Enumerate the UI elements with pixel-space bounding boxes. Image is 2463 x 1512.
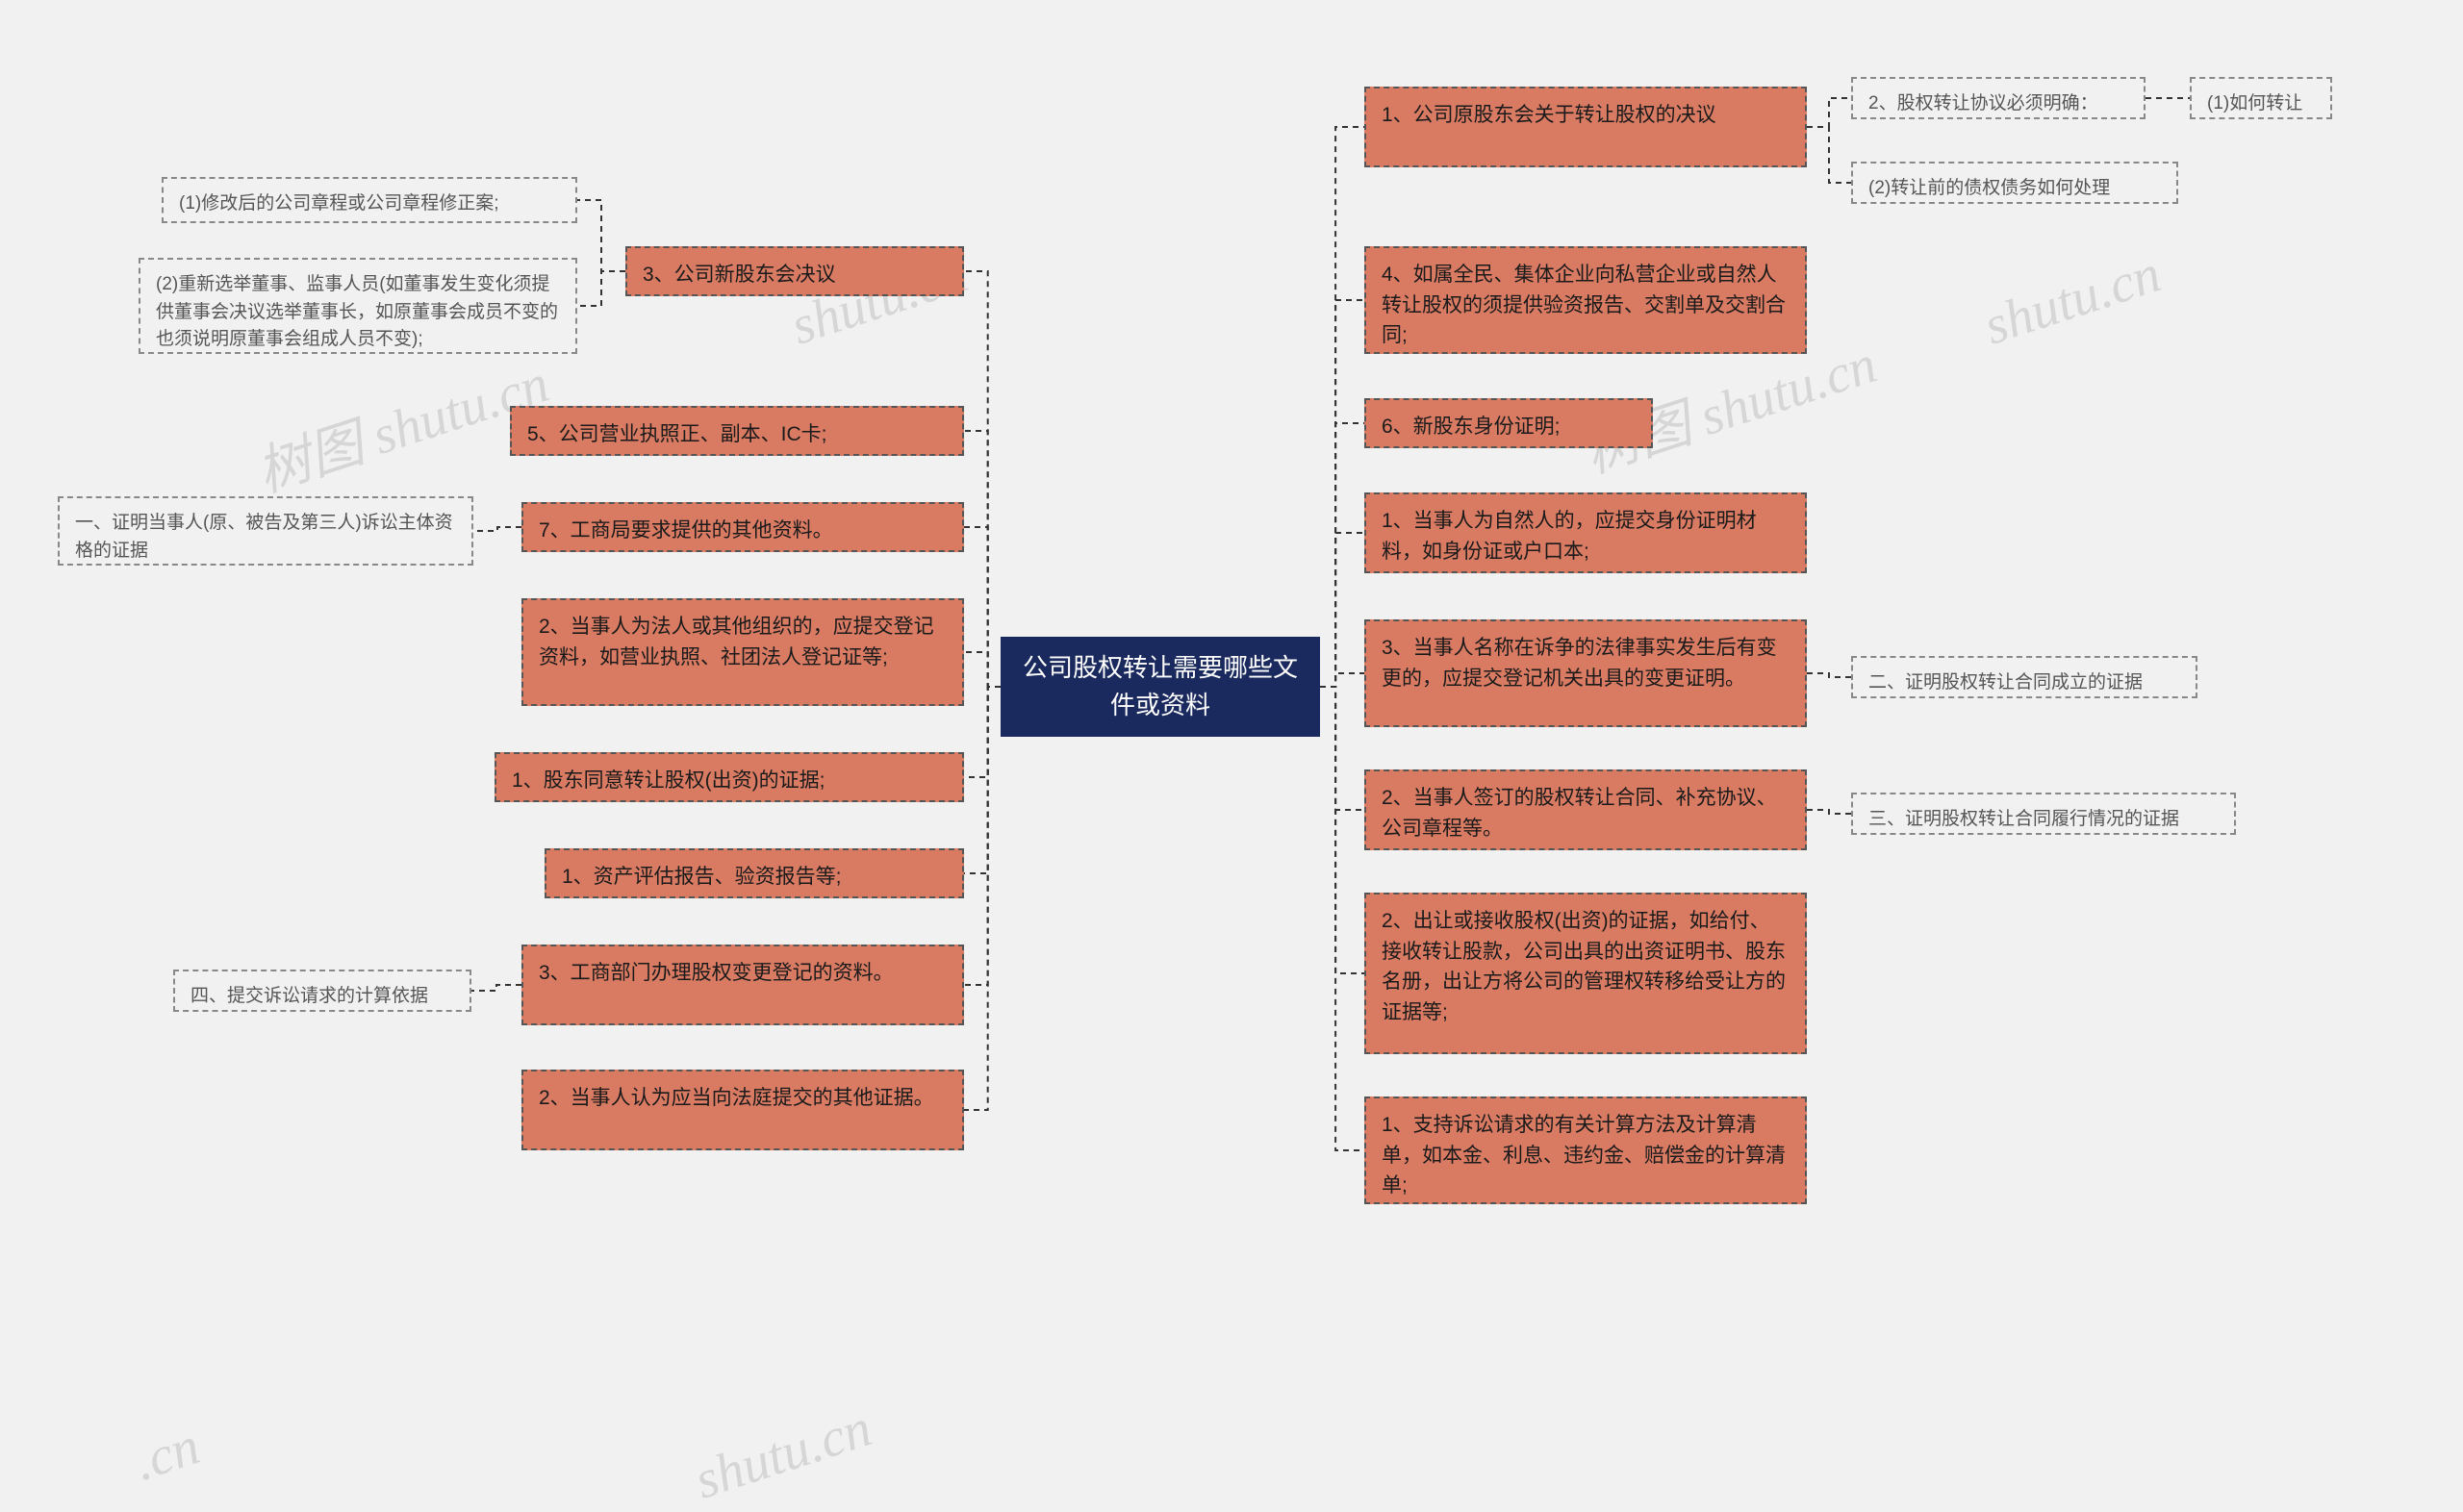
node-left: 2、当事人认为应当向法庭提交的其他证据。 <box>521 1070 964 1150</box>
node-left: 1、资产评估报告、验资报告等; <box>545 848 964 898</box>
node-right: 4、如属全民、集体企业向私营企业或自然人转让股权的须提供验资报告、交割单及交割合… <box>1364 246 1807 354</box>
node-secondary: (1)修改后的公司章程或公司章程修正案; <box>162 177 577 223</box>
node-left: 7、工商局要求提供的其他资料。 <box>521 502 964 552</box>
watermark: shutu.cn <box>1977 242 2169 357</box>
node-secondary: 一、证明当事人(原、被告及第三人)诉讼主体资格的证据 <box>58 496 473 566</box>
node-right: 1、支持诉讼请求的有关计算方法及计算清单，如本金、利息、违约金、赔偿金的计算清单… <box>1364 1096 1807 1204</box>
node-secondary: 2、股权转让协议必须明确： <box>1851 77 2146 119</box>
node-right: 1、当事人为自然人的，应提交身份证明材料，如身份证或户口本; <box>1364 492 1807 573</box>
node-secondary: (1)如何转让 <box>2190 77 2332 119</box>
mindmap-canvas: 树图 shutu.cn shutu.cn 树图 shutu.cn shutu.c… <box>0 0 2463 1453</box>
node-left: 1、股东同意转让股权(出资)的证据; <box>495 752 964 802</box>
node-left: 3、工商部门办理股权变更登记的资料。 <box>521 945 964 1025</box>
node-secondary: 二、证明股权转让合同成立的证据 <box>1851 656 2197 698</box>
node-left: 3、公司新股东会决议 <box>625 246 964 296</box>
watermark: .cn <box>127 1415 207 1494</box>
node-right: 2、出让或接收股权(出资)的证据，如给付、接收转让股款，公司出具的出资证明书、股… <box>1364 893 1807 1054</box>
node-left: 5、公司营业执照正、副本、IC卡; <box>510 406 964 456</box>
node-secondary: 四、提交诉讼请求的计算依据 <box>173 970 471 1012</box>
node-right: 2、当事人签订的股权转让合同、补充协议、公司章程等。 <box>1364 769 1807 850</box>
node-secondary: (2)重新选举董事、监事人员(如董事发生变化须提供董事会决议选举董事长，如原董事… <box>139 258 577 354</box>
node-right: 6、新股东身份证明; <box>1364 398 1653 448</box>
node-secondary: (2)转让前的债权债务如何处理 <box>1851 162 2178 204</box>
watermark: shutu.cn <box>688 1397 879 1511</box>
node-secondary: 三、证明股权转让合同履行情况的证据 <box>1851 793 2236 835</box>
root-node: 公司股权转让需要哪些文件或资料 <box>1001 637 1320 737</box>
node-right: 1、公司原股东会关于转让股权的决议 <box>1364 87 1807 167</box>
node-right: 3、当事人名称在诉争的法律事实发生后有变更的，应提交登记机关出具的变更证明。 <box>1364 619 1807 727</box>
node-left: 2、当事人为法人或其他组织的，应提交登记资料，如营业执照、社团法人登记证等; <box>521 598 964 706</box>
